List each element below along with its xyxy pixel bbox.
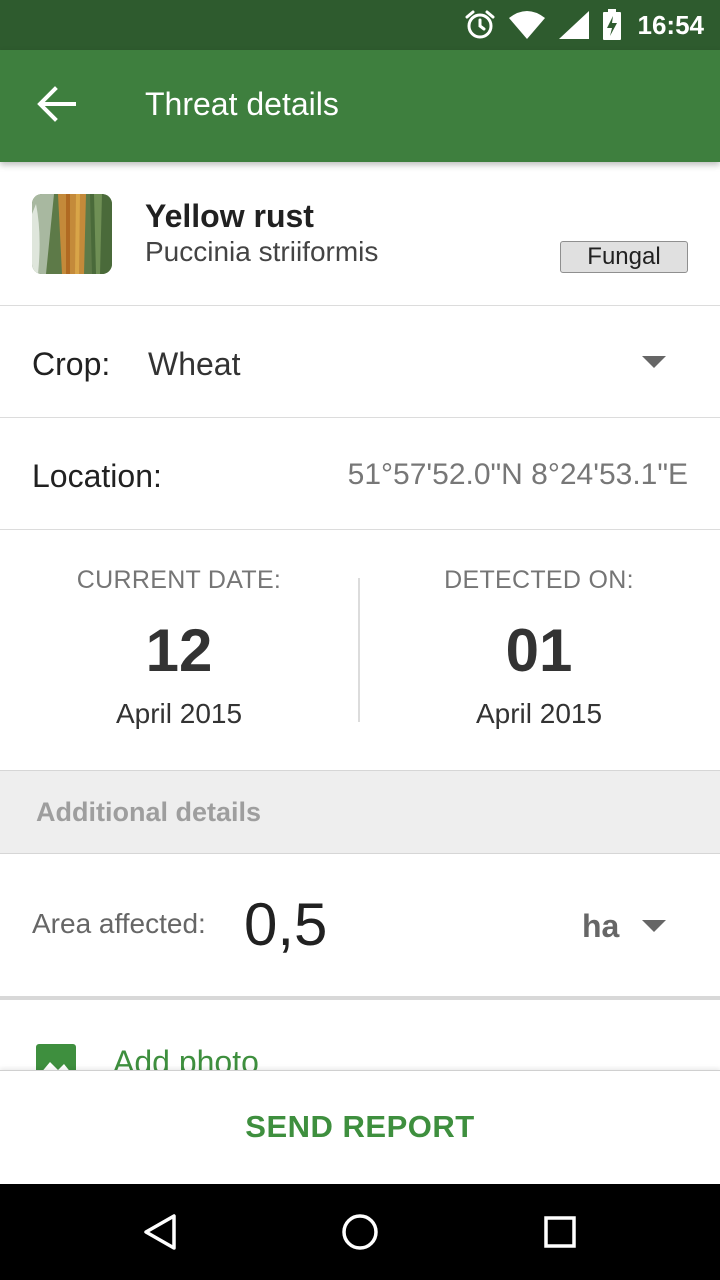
area-affected-input[interactable] [244,890,444,959]
location-coordinates: 51°57'52.0"N 8°24'53.1"E [347,458,688,491]
dates-section: CURRENT DATE: 12 April 2015 DETECTED ON:… [0,530,720,770]
crop-selector[interactable]: Crop: Wheat [0,306,720,418]
current-date-month: April 2015 [115,698,243,729]
nav-home-icon[interactable] [340,1212,380,1252]
add-photo-button[interactable]: Add photo [0,1006,720,1072]
current-date-day: 12 [145,617,213,684]
dropdown-arrow-icon [642,356,666,368]
send-report-button[interactable]: SEND REPORT [245,1109,475,1144]
detected-date-label: DETECTED ON: [444,566,634,594]
nav-back-icon[interactable] [140,1212,180,1252]
crop-label: Crop: [32,346,111,382]
threat-thumbnail [32,194,112,274]
area-affected-label: Area affected: [32,908,206,939]
back-button[interactable] [30,80,82,132]
current-date-label: CURRENT DATE: [76,566,282,594]
wifi-icon [508,10,546,40]
app-bar: Threat details [0,50,720,162]
detected-date-day: 01 [505,617,573,684]
location-label: Location: [32,458,162,494]
additional-details-title: Additional details [36,797,262,827]
unit-dropdown-arrow-icon [642,920,666,932]
add-photo-label: Add photo [113,1044,259,1072]
crop-value: Wheat [148,346,241,382]
system-nav-bar [0,1184,720,1280]
arrow-back-icon [36,85,76,127]
location-row: Location: 51°57'52.0"N 8°24'53.1"E [0,418,720,530]
detected-date-month: April 2015 [475,698,603,729]
additional-details-header: Additional details [0,770,720,854]
date-divider [358,578,360,722]
threat-summary: Yellow rust Puccinia striiformis Fungal [0,162,720,306]
threat-latin-name: Puccinia striiformis [145,236,379,267]
status-bar: 16:54 [0,0,720,50]
alarm-icon [464,9,496,41]
send-report-bar: SEND REPORT [0,1070,720,1184]
current-date: CURRENT DATE: 12 April 2015 [0,530,358,770]
area-unit-selector[interactable]: ha [560,894,690,960]
area-unit-value: ha [582,908,620,944]
threat-name: Yellow rust [145,198,314,234]
status-icons: 16:54 [464,0,705,50]
status-time: 16:54 [637,9,705,40]
image-icon [36,1044,76,1072]
detected-date: DETECTED ON: 01 April 2015 [360,530,718,770]
threat-category-badge: Fungal [560,241,688,273]
nav-recents-icon[interactable] [540,1212,580,1252]
area-affected-row: Area affected: ha [0,854,720,1000]
page-title: Threat details [145,86,339,122]
signal-icon [558,10,590,40]
battery-charging-icon [602,9,622,41]
